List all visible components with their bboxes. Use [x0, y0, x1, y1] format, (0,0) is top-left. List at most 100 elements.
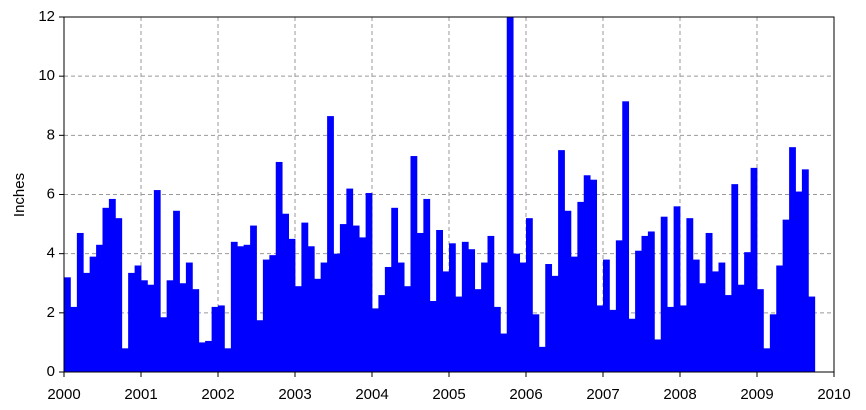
bar [744, 252, 752, 372]
x-tick-label: 2010 [817, 386, 850, 403]
bar [673, 206, 681, 372]
bar [493, 306, 501, 372]
x-tick-label: 2009 [740, 386, 773, 403]
bar [731, 184, 739, 372]
bar [519, 262, 527, 372]
y-tick-label: 10 [38, 67, 55, 84]
bar [776, 265, 784, 372]
bar [596, 305, 604, 372]
bar [750, 167, 758, 372]
bar [782, 219, 790, 372]
bar [230, 241, 238, 372]
bar [320, 262, 328, 372]
bar [121, 348, 129, 372]
bar [769, 314, 777, 372]
bar [218, 305, 225, 372]
bar [603, 259, 610, 372]
bar [712, 271, 719, 372]
bar [237, 246, 245, 372]
bar [468, 249, 476, 372]
bar [526, 218, 533, 372]
bar [538, 346, 546, 372]
bar [545, 264, 553, 372]
bar [372, 308, 379, 372]
bar [147, 284, 155, 372]
bar [487, 235, 495, 372]
x-tick-label: 2000 [47, 386, 80, 403]
bar [256, 320, 264, 372]
bar [243, 244, 251, 372]
bar [622, 101, 630, 372]
bar [295, 286, 302, 372]
bar [160, 317, 168, 372]
bar [269, 255, 277, 372]
bar [404, 286, 411, 372]
bar [808, 296, 816, 372]
bar [384, 266, 392, 372]
x-tick-label: 2008 [663, 386, 696, 403]
bar [224, 348, 232, 372]
bar [250, 225, 257, 372]
bar [724, 295, 732, 372]
bar [551, 275, 559, 372]
bar [429, 301, 437, 372]
bar [660, 216, 668, 372]
bar [423, 198, 431, 372]
bar [461, 241, 469, 372]
bar [153, 190, 161, 372]
bar [763, 348, 771, 372]
bar [339, 224, 347, 372]
y-tick-label: 0 [47, 363, 55, 380]
bar [128, 272, 136, 372]
bar [262, 259, 270, 372]
bar [449, 243, 456, 372]
bar [635, 250, 642, 372]
bar [455, 296, 463, 372]
bar [352, 225, 360, 372]
bar [198, 342, 206, 372]
bar [564, 210, 572, 372]
bar [795, 191, 803, 372]
bar [70, 306, 78, 372]
bar [185, 262, 193, 372]
bar [108, 198, 116, 372]
bar [641, 235, 649, 372]
bar [590, 179, 598, 372]
bar [436, 230, 444, 372]
bar [64, 277, 71, 372]
bar [500, 333, 508, 372]
bar [647, 231, 655, 372]
x-tick-label: 2006 [509, 386, 542, 403]
bar [211, 306, 219, 372]
bar [558, 150, 565, 372]
bar [628, 318, 636, 372]
bar [192, 289, 200, 372]
bar [282, 213, 290, 372]
bar [577, 201, 585, 372]
bar [718, 262, 726, 372]
y-axis-label: Inches [11, 173, 28, 217]
y-tick-label: 8 [47, 126, 55, 143]
bar [173, 210, 180, 372]
x-tick-label: 2004 [355, 386, 388, 403]
bar [481, 262, 488, 372]
bar [397, 262, 405, 372]
bar [141, 280, 148, 372]
bar [680, 305, 687, 372]
bar [89, 256, 97, 372]
bar [654, 339, 662, 372]
bar [307, 246, 315, 372]
bar [83, 272, 91, 372]
bar [506, 17, 514, 372]
bar [757, 289, 764, 372]
y-tick-label: 6 [47, 185, 55, 202]
bar [314, 278, 322, 372]
bar [474, 289, 482, 372]
y-tick-label: 12 [38, 8, 55, 25]
bar [391, 207, 399, 372]
bar [96, 244, 103, 372]
bar [686, 218, 694, 372]
bar [333, 253, 341, 372]
bar [327, 116, 334, 373]
bar [609, 309, 617, 372]
